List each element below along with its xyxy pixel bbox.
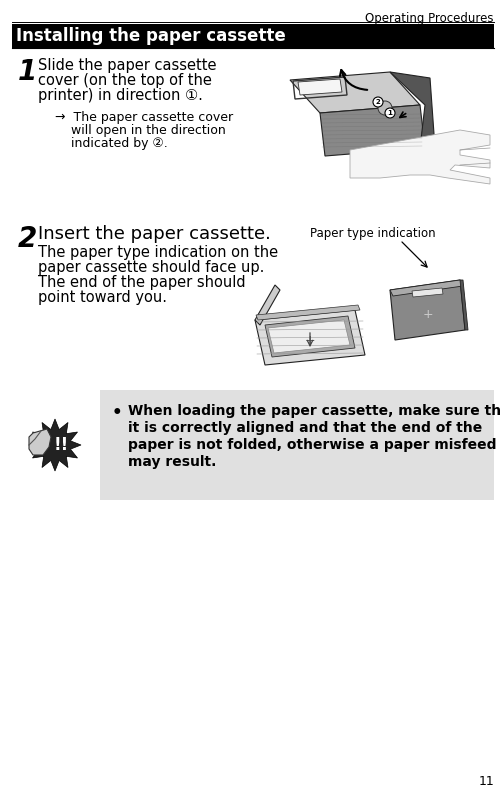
- Polygon shape: [298, 79, 341, 95]
- Circle shape: [372, 97, 382, 107]
- Text: paper is not folded, otherwise a paper misfeed: paper is not folded, otherwise a paper m…: [128, 438, 495, 452]
- Polygon shape: [255, 310, 364, 365]
- Text: indicated by ②.: indicated by ②.: [55, 137, 167, 150]
- Circle shape: [377, 101, 391, 115]
- Text: !!: !!: [53, 436, 69, 454]
- Polygon shape: [389, 280, 462, 296]
- Polygon shape: [319, 105, 424, 156]
- Text: 2: 2: [375, 99, 380, 105]
- Polygon shape: [290, 72, 419, 113]
- Text: Installing the paper cassette: Installing the paper cassette: [16, 27, 285, 45]
- Text: Paper type indication: Paper type indication: [310, 227, 435, 240]
- Text: it is correctly aligned and that the end of the: it is correctly aligned and that the end…: [128, 421, 481, 435]
- Text: The paper type indication on the: The paper type indication on the: [38, 245, 278, 260]
- Text: +: +: [422, 309, 432, 322]
- Text: printer) in direction ①.: printer) in direction ①.: [38, 88, 202, 103]
- Polygon shape: [389, 280, 464, 340]
- Polygon shape: [459, 280, 467, 330]
- Text: •: •: [112, 404, 122, 422]
- Polygon shape: [389, 72, 434, 148]
- Polygon shape: [255, 285, 280, 325]
- Polygon shape: [29, 419, 81, 471]
- Polygon shape: [29, 429, 51, 455]
- Text: cover (on the top of the: cover (on the top of the: [38, 73, 211, 88]
- Text: Operating Procedures: Operating Procedures: [365, 12, 493, 25]
- Polygon shape: [268, 320, 349, 353]
- Polygon shape: [411, 288, 442, 297]
- Text: 11: 11: [477, 775, 493, 788]
- Text: 1: 1: [387, 110, 392, 116]
- Circle shape: [384, 108, 394, 118]
- Text: 1: 1: [18, 58, 37, 86]
- Text: 2: 2: [18, 225, 37, 253]
- Text: When loading the paper cassette, make sure that: When loading the paper cassette, make su…: [128, 404, 501, 418]
- Polygon shape: [256, 305, 359, 320]
- FancyBboxPatch shape: [100, 390, 493, 500]
- Text: may result.: may result.: [128, 455, 216, 469]
- Text: paper cassette should face up.: paper cassette should face up.: [38, 260, 264, 275]
- Text: point toward you.: point toward you.: [38, 290, 167, 305]
- Text: →  The paper cassette cover: → The paper cassette cover: [55, 111, 232, 124]
- Polygon shape: [349, 130, 489, 184]
- Text: Insert the paper cassette.: Insert the paper cassette.: [38, 225, 271, 243]
- Text: Slide the paper cassette: Slide the paper cassette: [38, 58, 216, 73]
- FancyBboxPatch shape: [12, 24, 493, 48]
- Text: The end of the paper should: The end of the paper should: [38, 275, 245, 290]
- Text: will open in the direction: will open in the direction: [55, 124, 225, 137]
- Text: +: +: [304, 334, 315, 346]
- Polygon shape: [265, 316, 354, 357]
